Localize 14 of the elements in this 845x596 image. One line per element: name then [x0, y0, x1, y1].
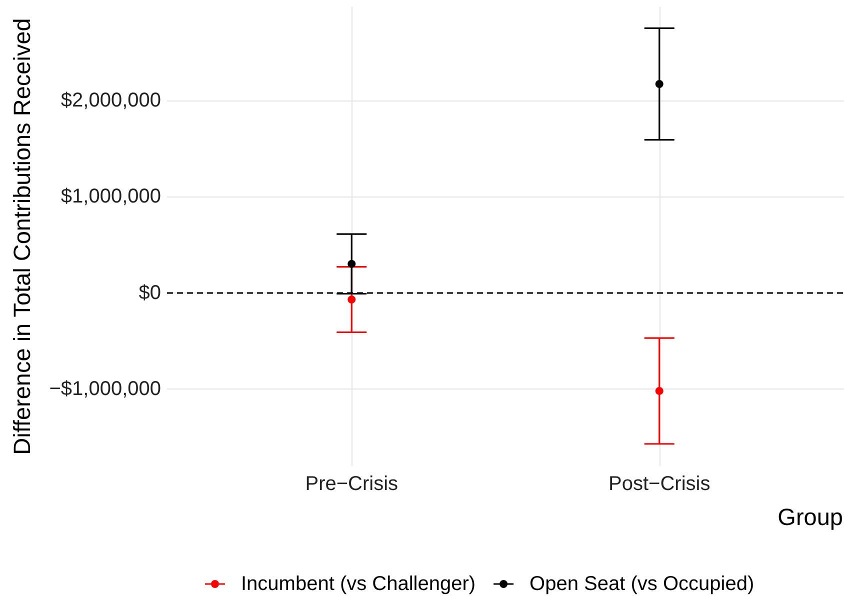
y-axis-title: Difference in Total Contributions Received	[9, 18, 35, 455]
y-tick-label: $0	[138, 282, 161, 304]
y-tick-label: $2,000,000	[60, 89, 161, 112]
point	[348, 296, 356, 304]
point	[348, 260, 356, 268]
y-tick-label: −$1,000,000	[49, 378, 161, 400]
point	[655, 80, 664, 88]
legend-label: Incumbent (vs Challenger)	[241, 573, 476, 595]
x-tick-label: Post−Crisis	[608, 473, 710, 495]
legend-label: Open Seat (vs Occupied)	[530, 573, 754, 595]
x-tick-label: Pre−Crisis	[305, 473, 398, 495]
point	[655, 386, 664, 395]
x-axis-title: Group	[778, 504, 844, 530]
y-tick-label: $1,000,000	[60, 186, 161, 208]
